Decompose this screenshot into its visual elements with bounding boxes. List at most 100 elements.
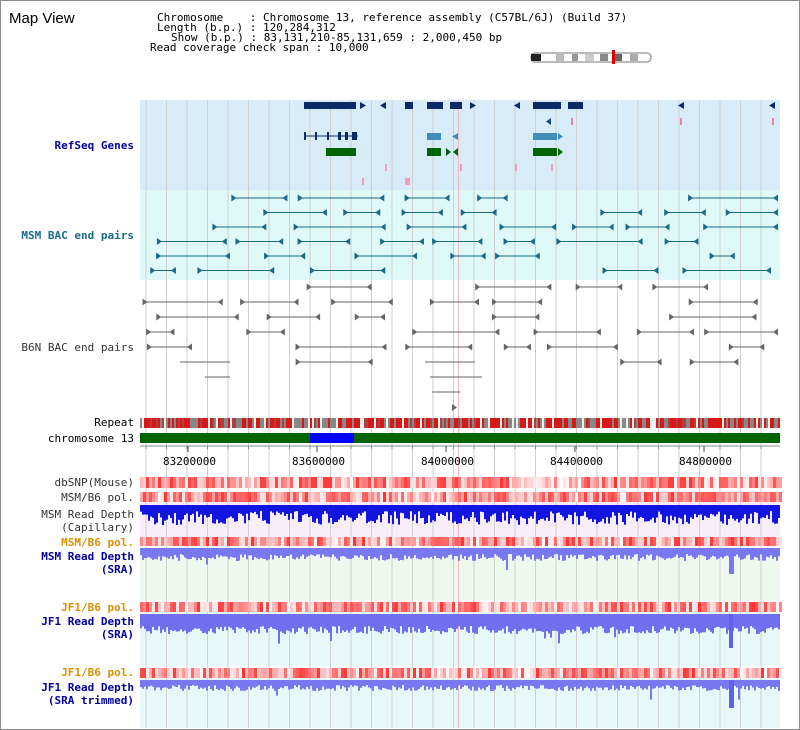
polymorphism-cell (578, 668, 581, 678)
bac-end (310, 267, 316, 274)
repeat-segment (244, 418, 246, 428)
repeat-segment (424, 418, 426, 428)
polymorphism-tracks[interactable] (140, 477, 782, 678)
label-msm-bac[interactable]: MSM BAC end pairs (21, 229, 134, 242)
depth-bar (264, 680, 266, 687)
depth-bar (474, 505, 476, 518)
polymorphism-cell (659, 602, 662, 612)
depth-bar (282, 548, 284, 558)
depth-bar (604, 548, 606, 560)
bac-end (429, 298, 435, 306)
polymorphism-cell (488, 668, 491, 678)
depth-bar (520, 505, 522, 517)
label-b6n-bac[interactable]: B6N BAC end pairs (21, 341, 134, 354)
depth-bar (292, 680, 294, 689)
depth-bar (726, 505, 728, 525)
depth-bar (368, 680, 370, 688)
repeat-track[interactable] (140, 418, 780, 428)
depth-bar (338, 505, 340, 520)
depth-bar (700, 505, 702, 515)
axis-tick-label: 83200000 (163, 455, 216, 468)
ideogram-band (585, 54, 594, 61)
repeat-segment (236, 418, 238, 428)
depth-bar (188, 505, 190, 522)
polymorphism-cell (302, 668, 305, 678)
depth-bar (660, 505, 662, 515)
chromosome-ideogram[interactable] (530, 50, 652, 64)
gene-arrow (446, 148, 451, 156)
repeat-segment (734, 418, 736, 428)
label-jf1-depth-sra[interactable]: JF1 Read Depth (SRA) (2, 615, 134, 641)
depth-bar (430, 505, 432, 523)
polymorphism-cell (680, 492, 683, 502)
depth-bar (690, 614, 692, 634)
gene-arrow (380, 102, 386, 109)
depth-bar (776, 614, 778, 628)
depth-bar (606, 680, 608, 688)
label-jf1-pol-1[interactable]: JF1/B6 pol. (61, 601, 134, 614)
depth-bar (414, 548, 416, 556)
bac-end (379, 313, 385, 321)
polymorphism-cell (722, 492, 725, 502)
repeat-segment (602, 418, 604, 428)
polymorphism-cell (584, 602, 587, 612)
read-depth-tracks[interactable] (140, 505, 780, 708)
chromosome-bar[interactable] (140, 433, 780, 443)
b6n-bac-pairs[interactable] (142, 283, 778, 412)
chromosome-selected-region[interactable] (310, 433, 354, 443)
depth-bar (758, 614, 760, 634)
polymorphism-cell (632, 477, 635, 488)
depth-bar (360, 680, 362, 688)
depth-bar (274, 614, 276, 629)
msm-bac-pairs[interactable] (150, 194, 778, 275)
depth-bar (742, 614, 744, 627)
depth-bar (404, 680, 406, 691)
label-dbsnp[interactable]: dbSNP(Mouse) (54, 476, 134, 489)
polymorphism-cell (317, 492, 320, 502)
refseq-genes[interactable] (304, 102, 775, 185)
bac-end (575, 283, 581, 291)
repeat-segment (670, 418, 672, 428)
label-msm-pol-2[interactable]: MSM/B6 pol. (61, 536, 134, 549)
depth-bar (468, 548, 470, 557)
repeat-segment (680, 418, 682, 428)
label-jf1-depth-trim[interactable]: JF1 Read Depth (SRA trimmed) (2, 681, 134, 707)
label-refseq-genes[interactable]: RefSeq Genes (54, 139, 134, 152)
repeat-segment (720, 418, 722, 428)
bac-end (266, 313, 272, 321)
depth-bar (412, 505, 414, 521)
depth-bar (190, 548, 192, 559)
repeat-segment (382, 418, 384, 428)
depth-bar (708, 548, 710, 560)
depth-bar (228, 505, 230, 518)
depth-bar (348, 505, 350, 518)
polymorphism-cell (731, 668, 734, 678)
label-msm-pol-1[interactable]: MSM/B6 pol. (61, 491, 134, 504)
repeat-segment (664, 418, 666, 428)
bac-end (689, 358, 695, 366)
label-msm-depth-sra[interactable]: MSM Read Depth (SRA) (2, 550, 134, 576)
polymorphism-cell (356, 477, 359, 488)
depth-bar (216, 614, 218, 628)
bac-end (217, 298, 223, 306)
polymorphism-cell (197, 537, 200, 546)
depth-bar (198, 548, 200, 559)
depth-bar (518, 614, 520, 632)
polymorphism-cell (590, 602, 593, 612)
polymorphism-cell (482, 668, 485, 678)
depth-bar (584, 548, 586, 560)
polymorphism-cell (227, 537, 230, 546)
depth-bar (506, 680, 508, 686)
refseq-track-bg (140, 100, 780, 190)
depth-bar (242, 614, 244, 628)
polymorphism-cell (200, 602, 203, 612)
depth-bar (154, 614, 156, 630)
depth-bar (640, 505, 642, 517)
depth-bar (686, 505, 688, 523)
depth-bar (550, 548, 552, 557)
label-jf1-pol-2[interactable]: JF1/B6 pol. (61, 666, 134, 679)
info-span: Read coverage check span : 10,000 (150, 41, 369, 54)
depth-bar (540, 614, 542, 632)
label-msm-depth-cap[interactable]: MSM Read Depth (Capillary) (2, 508, 134, 534)
